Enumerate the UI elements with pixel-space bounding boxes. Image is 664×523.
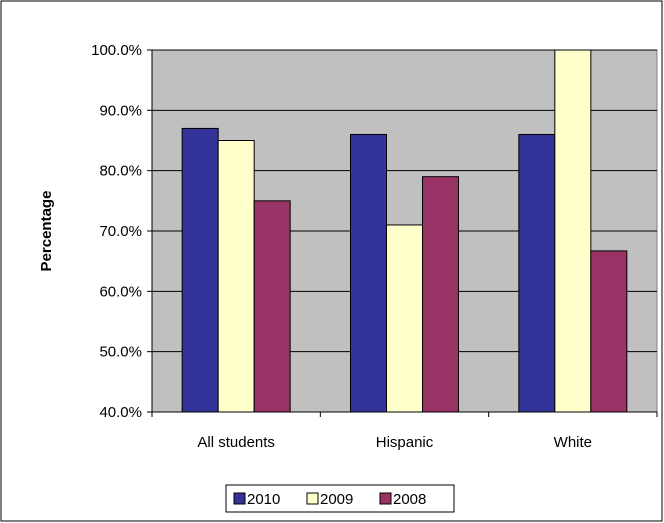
legend-label: 2008 xyxy=(393,491,426,508)
y-tick-label: 70.0% xyxy=(99,223,142,240)
x-tick-label: All students xyxy=(197,434,275,451)
legend-label: 2009 xyxy=(320,491,353,508)
legend-swatch xyxy=(379,492,392,505)
bar-2010-hispanic xyxy=(350,133,387,413)
legend-swatch xyxy=(306,492,319,505)
legend-box xyxy=(225,484,455,513)
bar-2009-white xyxy=(554,49,592,413)
y-tick-label: 90.0% xyxy=(99,102,142,119)
bar-2010-white xyxy=(518,133,556,413)
legend: 2010 2009 2008 xyxy=(225,484,455,513)
bar-2009-all-students xyxy=(217,140,255,413)
x-tick-label: Hispanic xyxy=(376,434,434,451)
y-tick-label: 100.0% xyxy=(91,42,142,59)
y-tick-label: 60.0% xyxy=(99,283,142,300)
legend-swatch xyxy=(233,492,246,505)
y-axis-label: Percentage xyxy=(38,191,55,272)
y-tick-label: 40.0% xyxy=(99,404,142,421)
bar-2008-white xyxy=(590,250,628,413)
x-axis: All students Hispanic White xyxy=(151,50,658,451)
legend-label: 2010 xyxy=(247,491,280,508)
bar-2009-hispanic xyxy=(386,224,423,413)
bar-2008-all-students xyxy=(253,200,291,413)
bars xyxy=(181,49,628,413)
y-tick-label: 50.0% xyxy=(99,344,142,361)
bar-2010-all-students xyxy=(181,127,219,413)
y-tick-label: 80.0% xyxy=(99,163,142,180)
bar-2008-hispanic xyxy=(422,176,459,413)
x-tick-label: White xyxy=(554,434,592,451)
y-axis-ticks: 40.0% 50.0% 60.0% 70.0% 80.0% 90.0% 100.0% xyxy=(91,42,152,421)
